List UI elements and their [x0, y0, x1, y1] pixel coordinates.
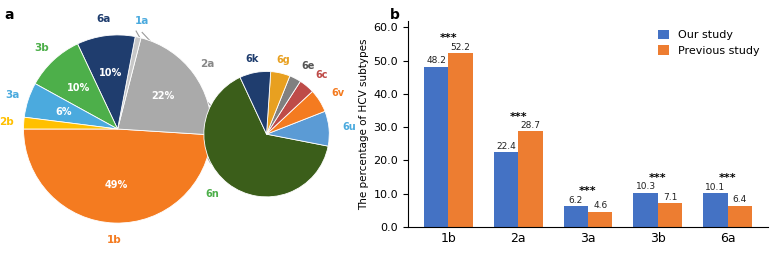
Wedge shape	[267, 91, 325, 134]
Wedge shape	[240, 71, 270, 134]
Wedge shape	[24, 117, 118, 129]
Text: 22.4: 22.4	[496, 142, 516, 151]
Text: ***: ***	[719, 173, 736, 183]
Bar	[658, 203, 682, 227]
Text: 6v: 6v	[332, 88, 344, 98]
Bar	[424, 67, 448, 227]
Text: 6.4: 6.4	[732, 195, 747, 204]
Text: 6g: 6g	[277, 54, 290, 64]
Text: 10.3: 10.3	[636, 182, 655, 191]
Bar	[448, 53, 473, 227]
Text: 2b: 2b	[0, 117, 14, 127]
Text: 1a: 1a	[135, 16, 149, 26]
Text: ***: ***	[579, 187, 597, 196]
Text: ***: ***	[440, 33, 457, 43]
Wedge shape	[204, 77, 328, 197]
Wedge shape	[118, 37, 141, 129]
Legend: Our study, Previous study: Our study, Previous study	[655, 26, 763, 59]
Text: 28.7: 28.7	[521, 121, 540, 130]
Text: 49%: 49%	[104, 180, 128, 190]
Wedge shape	[118, 38, 212, 135]
Wedge shape	[267, 111, 329, 146]
Y-axis label: The percentage of HCV subtypes: The percentage of HCV subtypes	[359, 38, 369, 209]
Text: 6e: 6e	[302, 61, 315, 71]
Wedge shape	[267, 81, 313, 134]
Text: ***: ***	[510, 111, 527, 122]
Text: b: b	[390, 8, 400, 22]
Wedge shape	[24, 129, 212, 223]
Text: 6.2: 6.2	[568, 196, 583, 205]
Wedge shape	[267, 71, 290, 134]
Text: 1b: 1b	[107, 235, 122, 245]
Text: 6n: 6n	[205, 189, 220, 199]
Text: 22%: 22%	[151, 91, 175, 101]
Text: 3a: 3a	[5, 90, 19, 100]
Bar	[728, 206, 752, 227]
Bar	[588, 212, 612, 227]
Text: 6c: 6c	[315, 70, 328, 80]
Wedge shape	[78, 35, 135, 129]
Bar	[494, 152, 518, 227]
Text: 4.6: 4.6	[593, 201, 608, 210]
Text: 6a: 6a	[96, 14, 111, 24]
Bar	[633, 193, 658, 227]
Text: a: a	[4, 8, 13, 22]
Text: 7.1: 7.1	[662, 193, 677, 202]
Text: 6%: 6%	[56, 107, 72, 117]
Text: 52.2: 52.2	[451, 43, 470, 52]
Text: 3b: 3b	[34, 43, 49, 53]
Wedge shape	[24, 84, 118, 129]
Text: 6u: 6u	[343, 122, 357, 132]
Text: 10%: 10%	[99, 68, 122, 78]
Wedge shape	[35, 44, 118, 129]
Text: 2a: 2a	[200, 59, 215, 69]
Bar	[564, 206, 588, 227]
Text: ***: ***	[649, 173, 666, 183]
Text: 10.1: 10.1	[706, 183, 725, 192]
Wedge shape	[267, 76, 300, 134]
Text: 6k: 6k	[246, 54, 260, 64]
Text: 10%: 10%	[67, 83, 91, 93]
Bar	[703, 194, 728, 227]
Text: 48.2: 48.2	[426, 56, 446, 65]
Bar	[518, 132, 543, 227]
